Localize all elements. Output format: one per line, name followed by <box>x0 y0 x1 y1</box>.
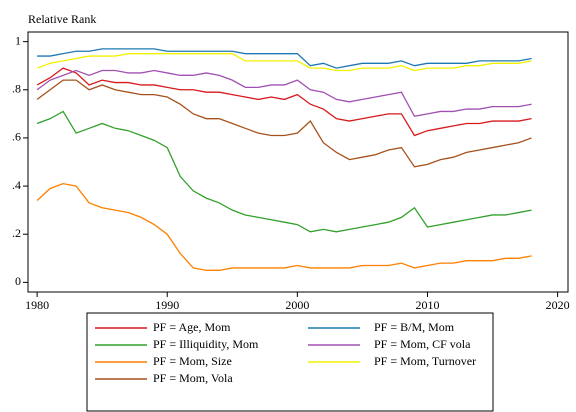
legend-label: PF = Age, Mom <box>153 320 231 334</box>
legend-label: PF = Mom, Turnover <box>374 354 476 368</box>
y-tick-label: 1 <box>15 33 21 47</box>
legend-label: PF = Mom, Size <box>153 354 232 368</box>
plot-frame <box>27 31 569 293</box>
x-tick-label: 2020 <box>546 298 570 312</box>
series-line <box>36 182 532 271</box>
legend-label: PF = Illiquidity, Mom <box>153 337 259 351</box>
y-tick-label: .6 <box>12 130 21 144</box>
legend-label: PF = Mom, CF vola <box>374 337 471 351</box>
legend-label: PF = Mom, Vola <box>153 371 233 385</box>
series-line <box>37 48 532 69</box>
y-tick-label: .8 <box>12 82 21 96</box>
series-line <box>36 67 532 137</box>
series-line <box>36 110 532 233</box>
series-line <box>36 79 532 168</box>
y-tick-label: 0 <box>15 274 21 288</box>
y-tick-label: .4 <box>12 178 21 192</box>
series-line <box>36 69 532 117</box>
x-tick-label: 2000 <box>285 298 309 312</box>
x-tick-label: 2010 <box>415 298 439 312</box>
legend-box <box>86 312 494 412</box>
y-axis-title: Relative Rank <box>28 12 96 26</box>
series-line <box>36 53 532 72</box>
x-tick-label: 1980 <box>25 298 49 312</box>
legend-label: PF = B/M, Mom <box>374 320 455 334</box>
x-tick-label: 1990 <box>155 298 179 312</box>
y-tick-label: .2 <box>12 226 21 240</box>
